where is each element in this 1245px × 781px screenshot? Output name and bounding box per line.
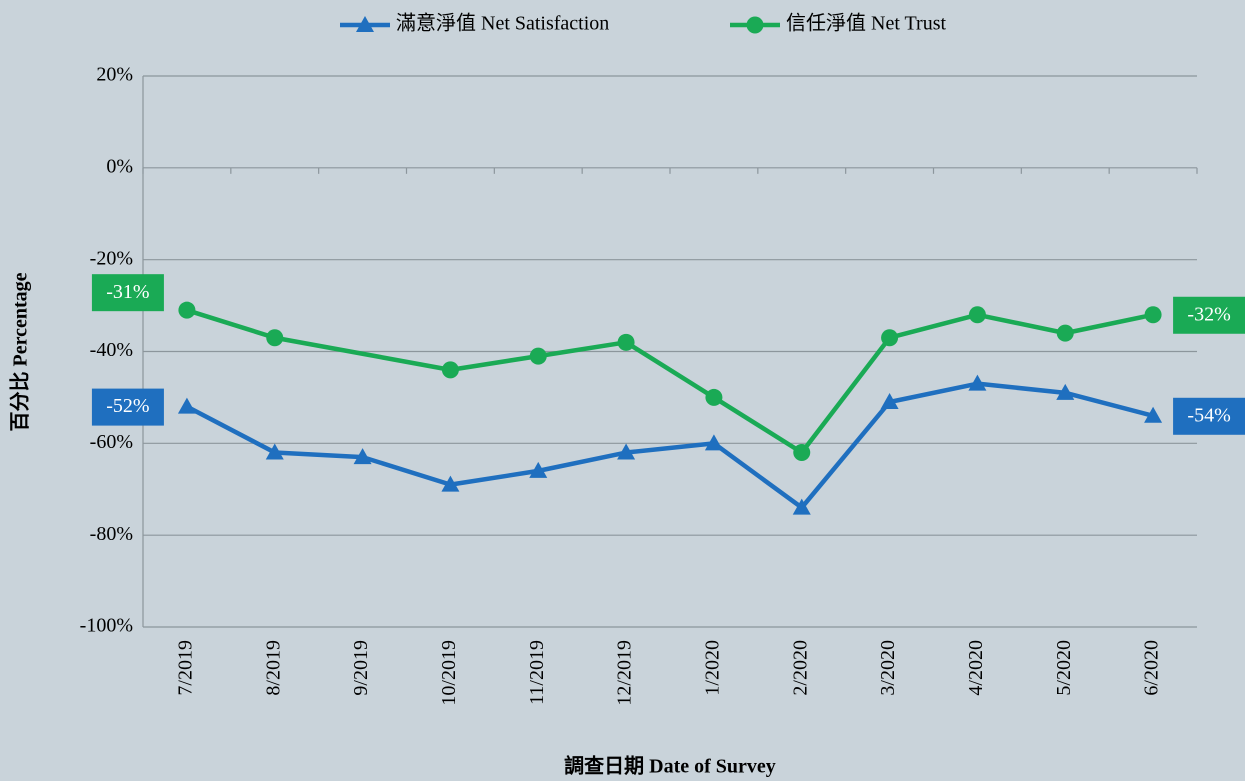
point [880, 393, 899, 410]
y-tick-label: -60% [90, 431, 133, 453]
point [1056, 324, 1074, 342]
x-tick-label: 3/2020 [877, 640, 899, 696]
x-tick-label: 5/2020 [1053, 640, 1075, 696]
point [1144, 306, 1162, 324]
x-tick-label: 8/2019 [262, 640, 284, 696]
point [441, 361, 459, 379]
value-label: -31% [106, 281, 149, 303]
point [617, 333, 635, 351]
point [266, 329, 284, 347]
point [968, 306, 986, 324]
y-tick-label: 20% [96, 64, 133, 86]
point [792, 498, 811, 515]
value-label: -32% [1187, 303, 1230, 325]
point [529, 461, 548, 478]
y-tick-label: -40% [90, 339, 133, 361]
y-tick-label: -80% [90, 523, 133, 545]
legend-marker [746, 16, 764, 34]
legend-marker [356, 16, 374, 32]
point [793, 444, 811, 462]
x-tick-label: 6/2020 [1141, 640, 1163, 696]
point [705, 388, 723, 406]
point [617, 443, 636, 460]
point [1144, 406, 1163, 423]
y-axis-title: 百分比 Percentage [9, 272, 32, 431]
y-tick-label: -100% [80, 615, 133, 637]
point [968, 374, 987, 391]
y-tick-label: -20% [90, 247, 133, 269]
value-label-box [1173, 397, 1245, 435]
value-label-box [1173, 296, 1245, 334]
value-label-box [91, 274, 164, 312]
value-label: -52% [106, 395, 149, 417]
point [177, 397, 196, 414]
y-tick-label: 0% [106, 155, 133, 177]
legend-label: 滿意淨值 Net Satisfaction [396, 12, 609, 35]
x-tick-label: 4/2020 [965, 640, 987, 696]
x-tick-label: 12/2019 [614, 640, 636, 706]
point [529, 347, 547, 365]
point [441, 475, 460, 492]
x-tick-label: 7/2019 [175, 640, 197, 696]
point [881, 329, 899, 347]
x-tick-label: 9/2019 [350, 640, 372, 696]
x-tick-label: 1/2020 [702, 640, 724, 696]
series-line [185, 381, 1154, 510]
x-tick-label: 2/2020 [789, 640, 811, 696]
line-bridge [274, 335, 451, 373]
legend-label: 信任淨值 Net Trust [786, 12, 946, 35]
point [353, 448, 372, 465]
value-label: -54% [1187, 404, 1230, 426]
series-line [450, 312, 1154, 455]
point [704, 434, 723, 451]
series-line [186, 308, 276, 340]
point [1056, 383, 1075, 400]
x-tick-label: 11/2019 [526, 640, 548, 705]
value-label-box [91, 388, 164, 426]
x-axis-title: 調查日期 Date of Survey [564, 754, 776, 778]
point [178, 301, 196, 319]
x-tick-label: 10/2019 [438, 640, 460, 706]
point [265, 443, 284, 460]
